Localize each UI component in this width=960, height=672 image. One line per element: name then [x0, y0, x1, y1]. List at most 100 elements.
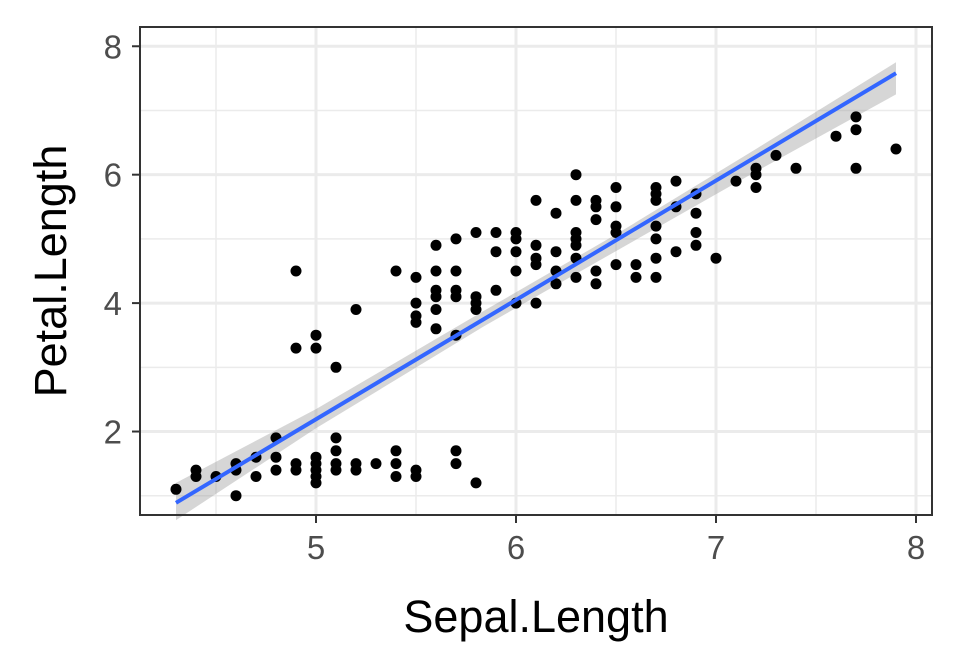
data-point [430, 265, 442, 277]
data-point [330, 361, 342, 373]
data-point [410, 297, 422, 309]
data-point [190, 464, 202, 476]
data-point [570, 194, 582, 206]
data-point [310, 451, 322, 463]
data-point [590, 278, 602, 290]
data-point [550, 207, 562, 219]
data-point [690, 207, 702, 219]
data-point [570, 271, 582, 283]
data-point [390, 445, 402, 457]
tick-labels: 5 6 7 8 2 4 6 8 [104, 28, 926, 566]
data-point [450, 233, 462, 245]
data-point [650, 182, 662, 193]
data-point [650, 271, 662, 283]
data-point [430, 323, 442, 335]
data-point [850, 111, 862, 123]
data-point [570, 169, 582, 181]
data-point [270, 464, 282, 476]
data-point [610, 259, 622, 271]
data-point [850, 162, 862, 174]
data-point [470, 477, 482, 489]
data-point [430, 284, 442, 296]
data-point [430, 304, 442, 315]
regression-line [174, 71, 898, 505]
x-tick-label: 8 [907, 529, 925, 566]
data-point [510, 246, 522, 258]
data-point [650, 233, 662, 245]
data-point [790, 162, 802, 174]
data-point [450, 284, 462, 296]
data-point [510, 265, 522, 277]
data-point [330, 432, 342, 444]
data-point [630, 271, 642, 283]
panel-border [139, 26, 933, 516]
data-point [670, 246, 682, 258]
data-point [490, 284, 502, 296]
data-point [450, 458, 462, 470]
data-point [690, 227, 702, 238]
data-point [530, 194, 542, 206]
data-point [590, 265, 602, 277]
data-point [290, 265, 302, 277]
data-point [710, 252, 722, 264]
data-point [310, 329, 322, 341]
data-point [610, 220, 622, 232]
data-point [690, 239, 702, 251]
y-axis-title: Petal.Length [25, 145, 76, 398]
data-point [430, 239, 442, 251]
data-point [410, 271, 422, 283]
minor-gridlines [140, 27, 932, 515]
data-point [830, 130, 842, 142]
data-point [770, 149, 782, 161]
data-point [610, 201, 622, 213]
data-point [650, 220, 662, 232]
data-point [290, 458, 302, 470]
x-tick-label: 6 [507, 529, 525, 566]
data-point [270, 451, 282, 463]
data-point [510, 227, 522, 238]
data-point [390, 265, 402, 277]
data-point [610, 182, 622, 193]
y-tick-label: 6 [104, 157, 122, 194]
data-point [290, 342, 302, 354]
data-point [570, 227, 582, 238]
y-tick-label: 2 [104, 414, 122, 451]
data-point [890, 143, 902, 155]
data-point [310, 342, 322, 354]
data-point [670, 175, 682, 187]
x-axis-title: Sepal.Length [403, 591, 668, 642]
x-tick-label: 7 [707, 529, 725, 566]
x-tick-label: 5 [307, 529, 325, 566]
data-point [550, 246, 562, 258]
data-point [590, 214, 602, 226]
data-point [450, 265, 462, 277]
data-point [410, 310, 422, 322]
data-point [330, 458, 342, 470]
data-point [630, 259, 642, 271]
data-point [730, 175, 742, 187]
data-point [490, 227, 502, 238]
data-point [350, 304, 362, 315]
data-point [330, 445, 342, 457]
data-point [590, 194, 602, 206]
data-point [550, 278, 562, 290]
data-point [370, 458, 382, 470]
y-tick-label: 8 [104, 28, 122, 65]
data-point [250, 471, 262, 482]
data-point [650, 252, 662, 264]
data-point [410, 464, 422, 476]
data-point [390, 458, 402, 470]
confidence-band [176, 62, 896, 521]
axis-ticks [132, 45, 917, 523]
data-point [530, 297, 542, 309]
data-point [450, 445, 462, 457]
data-point [750, 182, 762, 193]
points-layer [170, 111, 902, 502]
data-point [850, 124, 862, 136]
confidence-band-layer [176, 62, 896, 521]
data-point [530, 252, 542, 264]
y-tick-label: 4 [104, 285, 122, 322]
data-point [470, 227, 482, 238]
data-point [470, 291, 482, 303]
